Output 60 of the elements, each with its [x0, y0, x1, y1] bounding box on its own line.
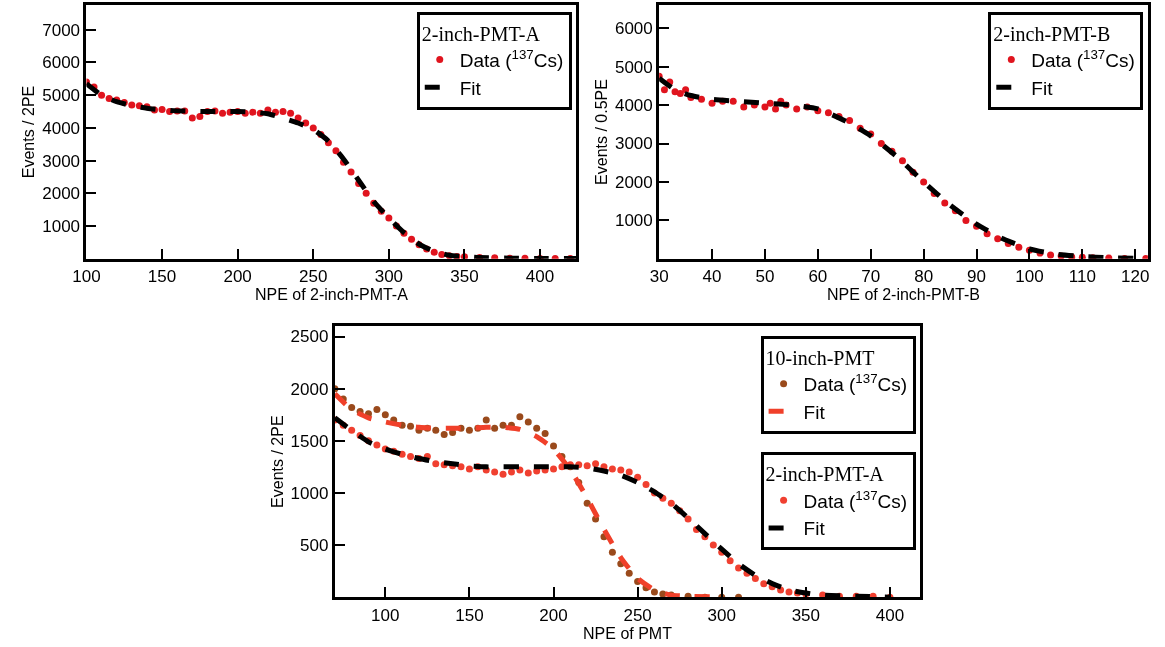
legend-label: Data ($^{137}$Cs) — [459, 46, 564, 71]
y-axis-title: Events / 2PE — [268, 415, 286, 508]
x-tick-label: 60 — [808, 267, 828, 287]
x-tick-label: 150 — [147, 267, 177, 287]
legend-label: Fit — [803, 401, 826, 423]
y-axis-title: Events / 0.5PE — [592, 79, 610, 185]
legend-label: Data ($^{137}$Cs) — [803, 371, 908, 396]
y-tick-label: 6000 — [42, 53, 81, 73]
text: 10-inch-PMT — [765, 346, 875, 369]
y-tick-label: 4000 — [614, 96, 653, 116]
y-tick-label: 1000 — [614, 211, 653, 231]
y-tick-label: 2000 — [42, 184, 81, 204]
x-axis-title: NPE of 2-inch-PMT-A — [254, 286, 409, 304]
legend-label: Data ($^{137}$Cs) — [1031, 46, 1135, 71]
y-tick-label: 3000 — [614, 134, 653, 154]
x-tick-label: 40 — [702, 267, 722, 287]
y-tick-label: 7000 — [42, 20, 81, 40]
x-tick-label: 200 — [223, 267, 252, 287]
x-tick-label: 120 — [1121, 267, 1150, 287]
y-tick-label: 5000 — [614, 57, 653, 77]
y-tick-label: 5000 — [42, 86, 81, 106]
legend-label: Fit — [1031, 77, 1054, 99]
y-tick-label: 500 — [300, 536, 329, 555]
y-tick-label: 1500 — [290, 431, 329, 451]
legend-label: Data ($^{137}$Cs) — [803, 487, 908, 512]
x-tick-label: 100 — [1015, 267, 1044, 287]
x-tick-label: 350 — [791, 605, 821, 625]
x-tick-label: 80 — [914, 267, 934, 287]
x-tick-label: 300 — [374, 267, 404, 287]
x-tick-label: 350 — [450, 267, 479, 287]
y-axis-title: Events / 2PE — [20, 85, 38, 179]
text: 2-inch-PMT-A — [765, 463, 884, 486]
x-tick-label: 100 — [72, 267, 101, 287]
x-tick-label: 110 — [1068, 267, 1096, 287]
x-tick-label: 100 — [371, 605, 400, 625]
y-tick-label: 2000 — [614, 172, 653, 192]
x-tick-label: 200 — [539, 605, 568, 625]
x-axis-title: NPE of PMT — [583, 624, 673, 642]
y-tick-label: 4000 — [42, 118, 81, 138]
x-tick-label: 250 — [299, 267, 328, 287]
x-tick-label: 250 — [623, 605, 652, 625]
y-tick-label: 2500 — [290, 327, 329, 347]
x-axis-title: NPE of 2-inch-PMT-B — [827, 286, 980, 304]
y-tick-label: 2000 — [290, 379, 329, 399]
y-tick-label: 3000 — [42, 151, 81, 171]
legend-title: 2-inch-PMT-B — [993, 22, 1111, 45]
y-tick-label: 1000 — [42, 217, 81, 237]
x-tick-label: 70 — [861, 267, 881, 287]
x-tick-label: 90 — [967, 267, 986, 287]
legend-label: Fit — [803, 518, 826, 540]
y-tick-label: 1000 — [290, 483, 329, 503]
legend-label: Fit — [459, 77, 482, 99]
x-tick-label: 30 — [649, 267, 669, 287]
y-tick-label: 6000 — [614, 19, 653, 39]
legend-title: 2-inch-PMT-A — [421, 22, 541, 45]
x-tick-label: 150 — [455, 605, 484, 625]
x-tick-label: 400 — [875, 605, 905, 625]
x-tick-label: 400 — [525, 267, 555, 287]
x-tick-label: 300 — [707, 605, 736, 625]
x-tick-label: 50 — [755, 267, 775, 287]
